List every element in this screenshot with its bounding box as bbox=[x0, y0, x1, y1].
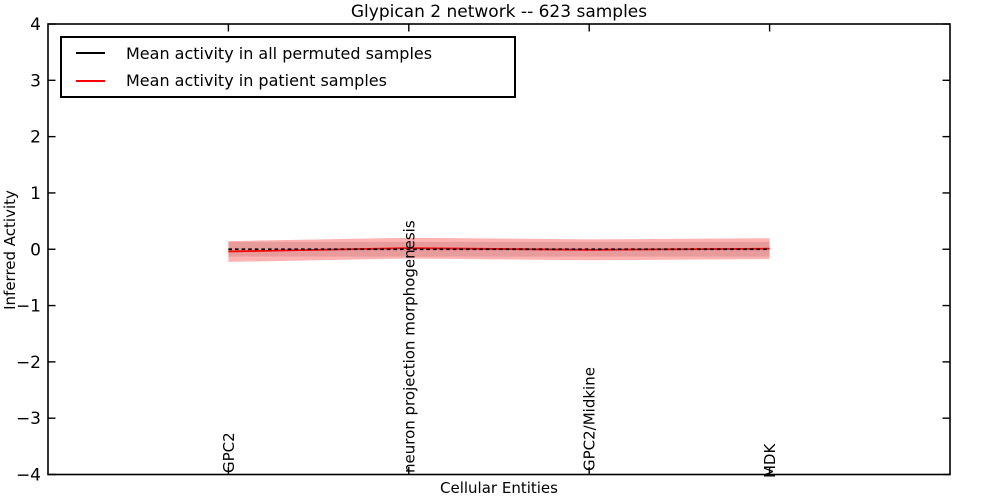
y-tick-label: −4 bbox=[16, 466, 41, 486]
y-tick-label: 2 bbox=[30, 128, 41, 148]
y-tick-label: −1 bbox=[16, 297, 41, 317]
y-tick-label: 3 bbox=[30, 71, 41, 91]
entity-label: GPC2 bbox=[220, 432, 238, 473]
y-tick-label: 1 bbox=[30, 184, 41, 204]
x-axis-label: Cellular Entities bbox=[440, 479, 558, 497]
legend-label-patient: Mean activity in patient samples bbox=[126, 71, 387, 91]
y-tick-label: −3 bbox=[16, 409, 41, 429]
legend: Mean activity in all permuted samples Me… bbox=[60, 36, 516, 98]
y-tick-label: −2 bbox=[16, 353, 41, 373]
entity-label: MDK bbox=[761, 443, 779, 478]
entity-label: neuron projection morphogenesis bbox=[400, 220, 418, 473]
y-tick-label: 4 bbox=[30, 15, 41, 35]
permuted-line-swatch bbox=[76, 52, 105, 55]
chart-title: Glypican 2 network -- 623 samples bbox=[350, 2, 648, 22]
legend-item-patient: Mean activity in patient samples bbox=[76, 69, 514, 93]
y-axis-label: Inferred Activity bbox=[1, 190, 19, 310]
y-tick-label: 0 bbox=[30, 240, 41, 260]
patient-line-swatch bbox=[76, 79, 105, 82]
legend-item-permuted: Mean activity in all permuted samples bbox=[76, 41, 514, 65]
entity-label: GPC2/Midkine bbox=[581, 367, 599, 471]
legend-label-permuted: Mean activity in all permuted samples bbox=[126, 43, 433, 63]
